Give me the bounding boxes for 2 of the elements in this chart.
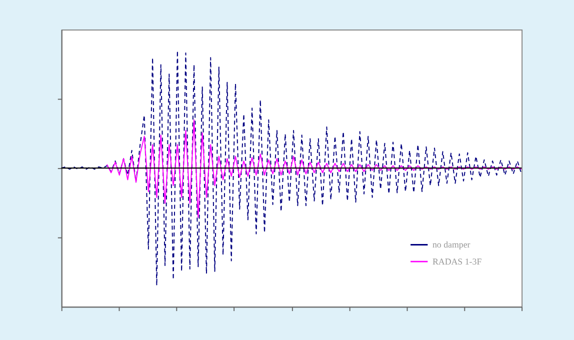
legend-label: RADAS 1-3F: [432, 256, 482, 267]
legend-label: no damper: [432, 240, 470, 250]
